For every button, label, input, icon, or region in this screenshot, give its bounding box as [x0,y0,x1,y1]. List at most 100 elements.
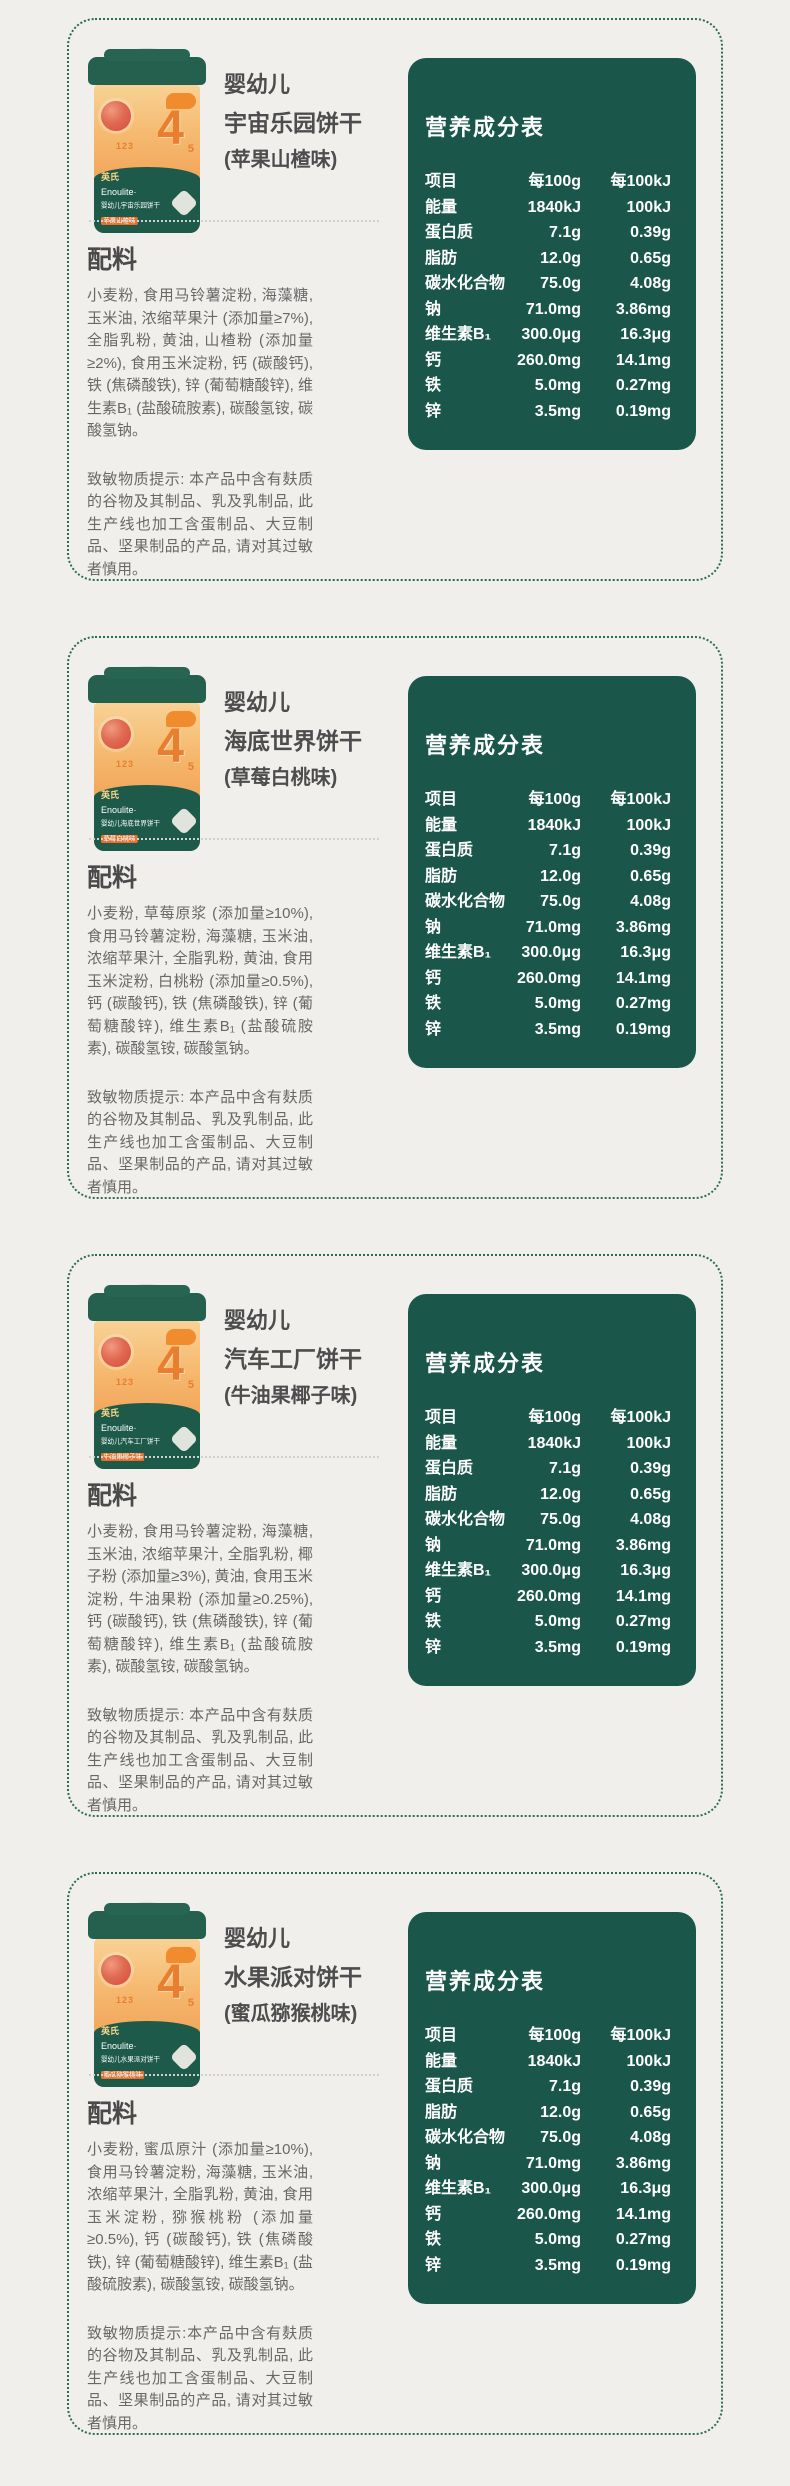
product-flavor: (蜜瓜猕猴桃味) [224,2003,358,2025]
nutrition-cell: 钙 [425,969,442,987]
can-corner-badge [166,93,196,109]
ingredients-column: 配料 小麦粉, 草莓原浆 (添加量≥10%), 食用马铃薯淀粉, 海藻糖, 玉米… [87,862,313,1199]
nutrition-cell: 脂肪 [425,867,458,885]
ingredients-text: 小麦粉, 蜜瓜原汁 (添加量≥10%), 食用马铃薯淀粉, 海藻糖, 玉米油, … [87,2141,313,2293]
nutrition-cell: 12.0g [540,867,581,885]
nutrition-cell: 12.0g [540,249,581,267]
product-card: 123 4 5 英氏 Enoulite· 婴幼儿海底世界饼干 草莓白桃味 净含量… [67,636,723,1199]
product-can-image: 123 4 5 英氏 Enoulite· 婴幼儿海底世界饼干 草莓白桃味 净含量… [88,666,206,853]
nutrition-cell: 0.27mg [615,1613,671,1630]
product-detail-page: 123 4 5 英氏 Enoulite· 婴幼儿宇宙乐园饼干 苹果山楂味 净含量… [0,0,790,2435]
nutrition-cell: 16.3μg [620,326,671,343]
nutrition-rows: 能量 1840kJ 100kJ 蛋白质 7.1g 0.39g 脂肪 12.0g 0.65g 碳水化… [425,2049,671,2279]
ingredients-heading: 配料 [87,2100,138,2128]
nutrition-row: 能量 1840kJ 100kJ [425,813,671,839]
fruit-illustration [101,719,131,749]
nutrition-cell: 5.0mg [534,377,581,394]
nutrition-cell: 铁 [425,995,442,1012]
nutrition-cell: 锌 [425,1638,442,1656]
nutrition-cell: 0.19mg [615,402,671,420]
nutrition-cell: 260.0mg [516,351,581,369]
allergen-notice: 致敏物质提示: 本产品中含有麸质的谷物及其制品、乳及乳制品, 此生产线也加工含蛋… [87,1706,313,1814]
nutrition-header-per100kj: 每100kJ [610,2027,672,2044]
nutrition-cell: 0.65g [630,867,671,885]
can-product-name: 婴幼儿宇宙乐园饼干 [101,202,161,210]
nutrition-cell: 维生素B₁ [425,1562,492,1579]
nutrition-cell: 3.86mg [615,1536,671,1554]
age-label: 婴幼儿 [224,690,291,715]
can-stage-number-next: 5 [187,761,194,773]
nutrition-cell: 5.0mg [534,995,581,1012]
nutrition-cell: 1840kJ [527,2052,581,2070]
nutrition-header-row: 项目 每100g 每100kJ [425,169,671,195]
can-stage-numbers: 123 [115,759,134,769]
nutrition-cell: 钙 [425,1587,442,1605]
nutrition-cell: 7.1g [548,2078,581,2095]
can-corner-badge [166,1947,196,1963]
nutrition-cell: 蛋白质 [425,842,474,859]
nutrition-cell: 7.1g [548,1460,581,1477]
can-product-name: 婴幼儿海底世界饼干 [101,820,161,828]
nutrition-rows: 能量 1840kJ 100kJ 蛋白质 7.1g 0.39g 脂肪 12.0g 0.65g 碳水化… [425,813,671,1043]
nutrition-cell: 钙 [425,351,442,369]
can-corner-badge [166,1329,196,1345]
nutrition-cell: 锌 [425,2256,442,2274]
nutrition-cell: 300.0μg [521,2180,581,2197]
nutrition-cell: 脂肪 [425,249,458,267]
nutrition-cell: 0.19mg [615,1020,671,1038]
nutrition-header-per100kj: 每100kJ [610,173,672,190]
nutrition-cell: 蛋白质 [425,2078,474,2095]
can-label-artwork: 123 4 5 英氏 Enoulite· 婴幼儿宇宙乐园饼干 苹果山楂味 净含量… [94,85,200,233]
nutrition-row: 脂肪 12.0g 0.65g [425,2100,671,2126]
nutrition-cell: 14.1mg [615,351,671,369]
nutrition-cell: 14.1mg [615,2205,671,2223]
nutrition-cell: 300.0μg [521,944,581,961]
nutrition-row: 蛋白质 7.1g 0.39g [425,2074,671,2100]
can-brand-cn: 英氏 [101,172,120,182]
nutrition-cell: 脂肪 [425,2103,458,2121]
ingredients-column: 配料 小麦粉, 食用马铃薯淀粉, 海藻糖, 玉米油, 浓缩苹果汁, 全脂乳粉, … [87,1480,313,1817]
nutrition-row: 铁 5.0mg 0.27mg [425,2227,671,2253]
ingredients-heading: 配料 [87,1482,138,1510]
can-label-artwork: 123 4 5 英氏 Enoulite· 婴幼儿水果派对饼干 蜜瓜猕猴桃味 净含… [94,1939,200,2087]
nutrition-cell: 0.19mg [615,1638,671,1656]
age-label: 婴幼儿 [224,1926,291,1951]
can-stage-number-next: 5 [187,143,194,155]
nutrition-cell: 12.0g [540,2103,581,2121]
can-brand-cn: 英氏 [101,790,120,800]
product-name: 海底世界饼干 [224,728,362,754]
nutrition-grid: 项目 每100g 每100kJ 能量 1840kJ 100kJ 蛋白质 7.1g 0.39… [425,787,671,1042]
nutrition-cell: 脂肪 [425,1485,458,1503]
nutrition-row: 铁 5.0mg 0.27mg [425,1609,671,1635]
nutrition-cell: 钙 [425,2205,442,2223]
allergen-notice: 致敏物质提示: 本产品中含有麸质的谷物及其制品、乳及乳制品, 此生产线也加工含蛋… [87,470,313,578]
nutrition-table: 营养成分表 项目 每100g 每100kJ 能量 1840kJ 100kJ 蛋白质 7.… [408,1912,696,2304]
product-flavor: (草莓白桃味) [224,767,338,789]
can-lid [88,57,206,85]
nutrition-header-row: 项目 每100g 每100kJ [425,1405,671,1431]
product-name: 水果派对饼干 [224,1964,362,1990]
can-stage-number: 4 [157,102,184,155]
nutrition-cell: 16.3μg [620,944,671,961]
nutrition-row: 锌 3.5mg 0.19mg [425,399,671,425]
nutrition-cell: 71.0mg [525,2154,581,2172]
nutrition-header-per100kj: 每100kJ [610,1409,672,1426]
can-lid [88,675,206,703]
can-bottom-label: 英氏 Enoulite· 婴幼儿宇宙乐园饼干 苹果山楂味 净含量:85克 [94,167,200,233]
product-title-block: 婴幼儿 宇宙乐园饼干 (苹果山楂味) [224,66,362,179]
nutrition-header-per100g: 每100g [528,791,581,808]
can-label-artwork: 123 4 5 英氏 Enoulite· 婴幼儿海底世界饼干 草莓白桃味 净含量… [94,703,200,851]
nutrition-cell: 3.5mg [534,2256,581,2274]
can-bottom-label: 英氏 Enoulite· 婴幼儿汽车工厂饼干 牛油果椰子味 净含量:85克 [94,1403,200,1469]
fruit-illustration [101,101,131,131]
ingredients-column: 配料 小麦粉, 食用马铃薯淀粉, 海藻糖, 玉米油, 浓缩苹果汁 (添加量≥7%… [87,244,313,581]
nutrition-grid: 项目 每100g 每100kJ 能量 1840kJ 100kJ 蛋白质 7.1g 0.39… [425,2023,671,2278]
nutrition-cell: 锌 [425,402,442,420]
dotted-divider [89,1456,379,1458]
nutrition-cell: 3.5mg [534,1020,581,1038]
nutrition-cell: 碳水化合物 [425,2129,506,2146]
nutrition-cell: 75.0g [540,893,581,910]
nutrition-cell: 0.39g [630,842,671,859]
nutrition-cell: 14.1mg [615,969,671,987]
nutrition-cell: 12.0g [540,1485,581,1503]
